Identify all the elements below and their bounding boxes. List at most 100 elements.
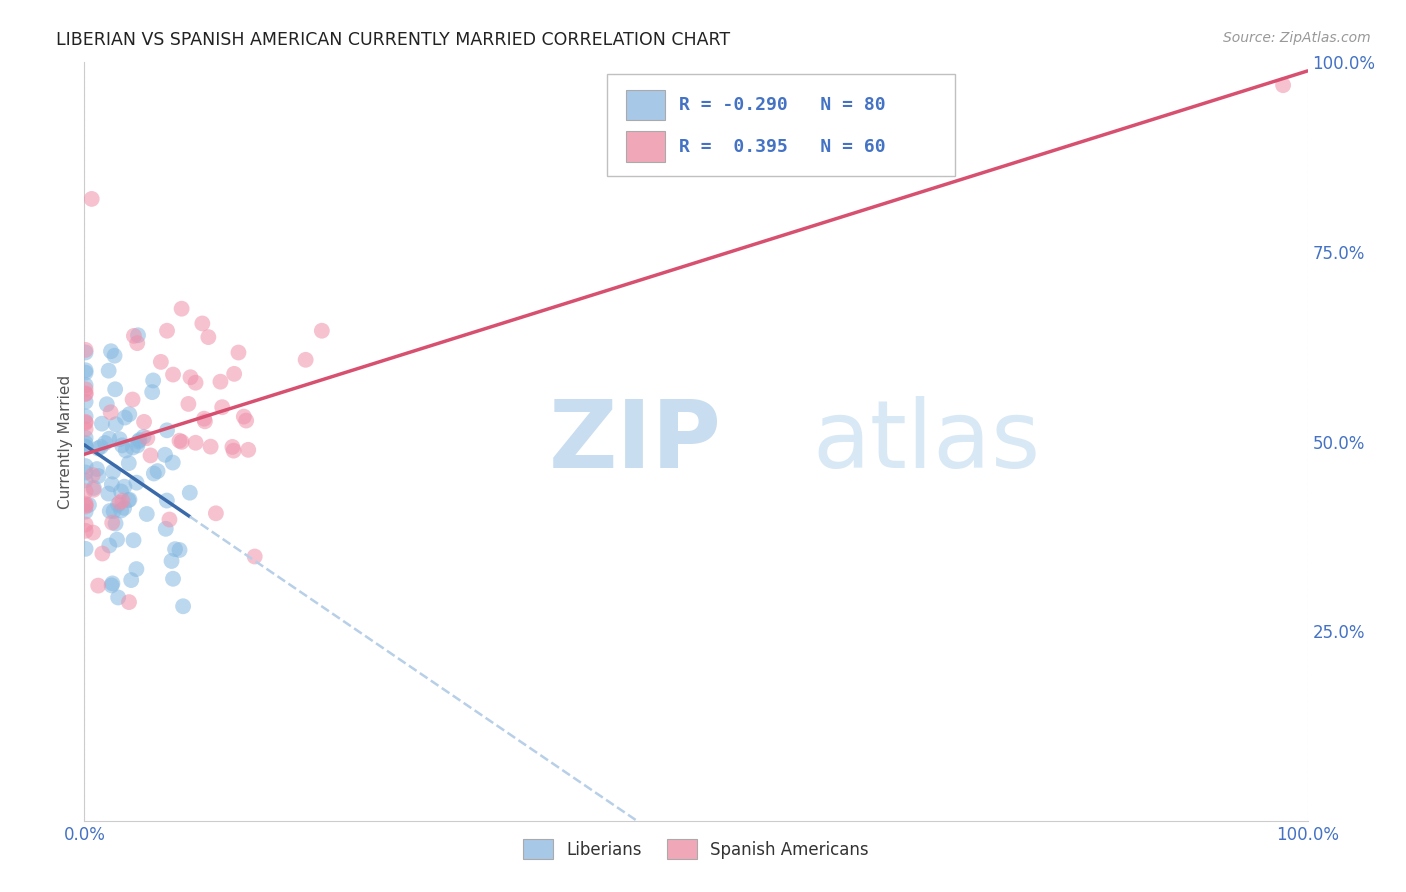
Point	[75, 440, 97, 454]
Point	[136, 431, 159, 445]
Point	[205, 506, 228, 520]
Point	[103, 504, 125, 518]
Point	[221, 440, 243, 454]
Point	[75, 409, 97, 424]
Point	[228, 345, 250, 359]
Point	[75, 466, 97, 480]
Legend: Liberians, Spanish Americans: Liberians, Spanish Americans	[516, 833, 876, 865]
Point	[238, 442, 260, 457]
Point	[120, 573, 142, 587]
Point	[75, 459, 97, 474]
Text: R = -0.290   N = 80: R = -0.290 N = 80	[679, 96, 886, 114]
Point	[82, 468, 104, 483]
Point	[122, 533, 145, 548]
Point	[104, 516, 127, 531]
Point	[75, 387, 97, 401]
Point	[169, 434, 191, 448]
Point	[75, 484, 97, 499]
Point	[127, 336, 149, 351]
Text: LIBERIAN VS SPANISH AMERICAN CURRENTLY MARRIED CORRELATION CHART: LIBERIAN VS SPANISH AMERICAN CURRENTLY M…	[56, 31, 730, 49]
Point	[75, 497, 97, 511]
Point	[97, 486, 120, 500]
Point	[101, 516, 124, 530]
Point	[235, 413, 257, 427]
Point	[75, 498, 97, 512]
Point	[118, 492, 141, 507]
Point	[101, 477, 124, 491]
Point	[75, 517, 97, 532]
Point	[142, 374, 165, 388]
Point	[96, 397, 118, 411]
Point	[224, 367, 246, 381]
Point	[75, 505, 97, 519]
Point	[142, 467, 165, 481]
Point	[139, 449, 162, 463]
Point	[118, 407, 141, 421]
Point	[110, 484, 132, 499]
Point	[91, 547, 114, 561]
Point	[80, 192, 103, 206]
Point	[101, 465, 124, 479]
Point	[149, 355, 172, 369]
Point	[75, 422, 97, 436]
Point	[159, 512, 181, 526]
Point	[75, 440, 97, 454]
Text: ZIP: ZIP	[550, 395, 723, 488]
Point	[170, 301, 193, 316]
Point	[104, 382, 127, 396]
Point	[193, 411, 215, 425]
Point	[211, 400, 233, 414]
Point	[98, 504, 121, 518]
Point	[222, 443, 245, 458]
Point	[160, 554, 183, 568]
Point	[121, 441, 143, 455]
Point	[165, 542, 187, 557]
Point	[172, 599, 194, 614]
Point	[132, 430, 155, 444]
Point	[125, 562, 148, 576]
Y-axis label: Currently Married: Currently Married	[58, 375, 73, 508]
Point	[100, 405, 122, 419]
Point	[75, 343, 97, 357]
Point	[243, 549, 266, 564]
Point	[112, 500, 135, 515]
Point	[75, 416, 97, 430]
Point	[169, 543, 191, 558]
Point	[117, 493, 139, 508]
Point	[77, 498, 100, 512]
Point	[86, 462, 108, 476]
Point	[98, 539, 121, 553]
Point	[294, 352, 316, 367]
Point	[184, 435, 207, 450]
Point	[179, 485, 201, 500]
Point	[75, 415, 97, 429]
Point	[118, 456, 141, 470]
Point	[184, 376, 207, 390]
Point	[135, 507, 157, 521]
Point	[153, 448, 176, 462]
Point	[90, 417, 112, 431]
Point	[83, 483, 105, 497]
Point	[75, 386, 97, 401]
Point	[127, 434, 149, 449]
Point	[97, 364, 120, 378]
Point	[156, 423, 179, 437]
Point	[75, 363, 97, 377]
Point	[209, 375, 232, 389]
Point	[111, 438, 134, 452]
Point	[103, 349, 125, 363]
Point	[105, 533, 128, 547]
Point	[112, 480, 135, 494]
Point	[75, 394, 97, 409]
Point	[114, 410, 136, 425]
Point	[75, 345, 97, 359]
Point	[200, 440, 222, 454]
Point	[111, 493, 134, 508]
FancyBboxPatch shape	[626, 90, 665, 120]
Point	[128, 433, 150, 447]
Point	[127, 328, 149, 343]
Point	[90, 440, 112, 454]
Point	[100, 578, 122, 592]
Point	[75, 500, 97, 514]
Point	[94, 436, 117, 450]
